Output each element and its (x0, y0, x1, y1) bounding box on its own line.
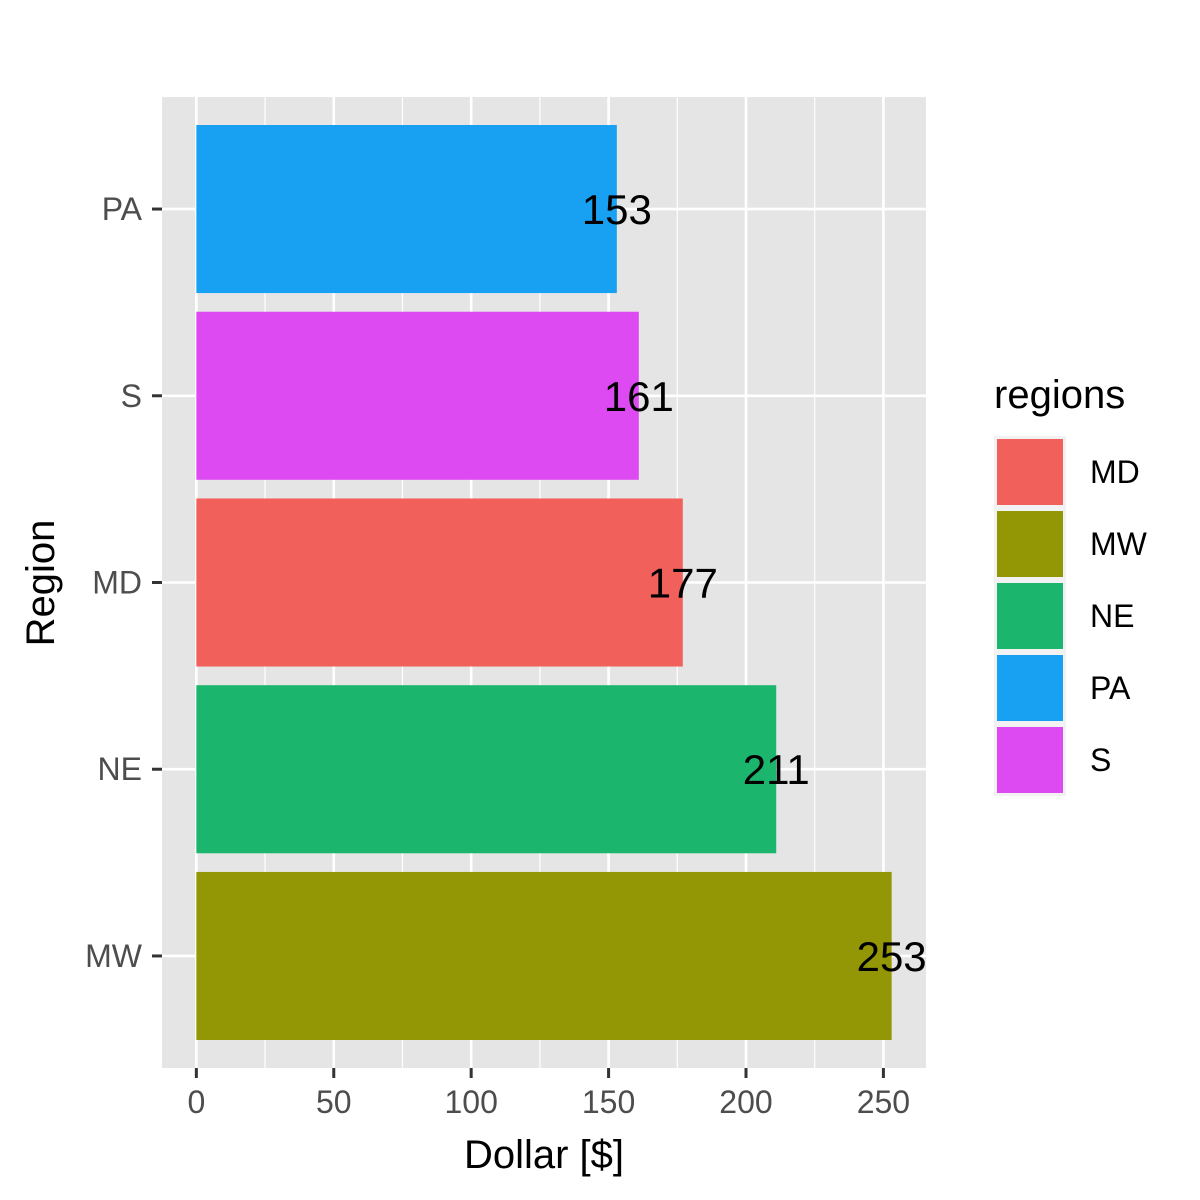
x-axis-title: Dollar [$] (464, 1133, 624, 1177)
x-tick-label: 200 (719, 1084, 772, 1120)
y-tick-label: PA (102, 191, 143, 227)
data-label-s: 161 (604, 373, 674, 420)
data-label-md: 177 (648, 560, 718, 607)
y-tick-label: MW (85, 938, 143, 974)
x-tick-label: 150 (582, 1084, 635, 1120)
bar-ne (196, 685, 777, 854)
legend-label-pa: PA (1090, 670, 1131, 706)
bar-md (196, 498, 683, 667)
bars (196, 125, 892, 1040)
legend-label-md: MD (1090, 454, 1140, 490)
legend-swatch-ne (997, 583, 1063, 649)
y-tick-label: S (121, 378, 142, 414)
bar-mw (196, 871, 892, 1040)
legend-swatch-pa (997, 655, 1063, 721)
legend-label-s: S (1090, 742, 1111, 778)
x-tick-label: 50 (316, 1084, 352, 1120)
bar-pa (196, 125, 617, 294)
axes: PA S MD NE MW 0 50 100 150 200 250 (85, 191, 910, 1120)
legend-swatch-mw (997, 511, 1063, 577)
data-label-ne: 211 (743, 746, 810, 793)
legend-label-ne: NE (1090, 598, 1134, 634)
legend-label-mw: MW (1090, 526, 1148, 562)
x-tick-label: 100 (444, 1084, 497, 1120)
legend-title: regions (994, 373, 1125, 417)
y-axis-title: Region (19, 520, 63, 647)
legend-swatch-s (997, 727, 1063, 793)
y-tick-label: NE (98, 751, 142, 787)
y-tick-label: MD (92, 565, 142, 601)
bar-s (196, 311, 639, 480)
data-labels: 153 161 177 211 253 (582, 186, 927, 980)
x-tick-label: 250 (857, 1084, 910, 1120)
legend: MD MW NE PA S (994, 436, 1148, 796)
x-tick-label: 0 (187, 1084, 205, 1120)
data-label-mw: 253 (857, 933, 927, 980)
data-label-pa: 153 (582, 186, 652, 233)
legend-swatch-md (997, 439, 1063, 505)
